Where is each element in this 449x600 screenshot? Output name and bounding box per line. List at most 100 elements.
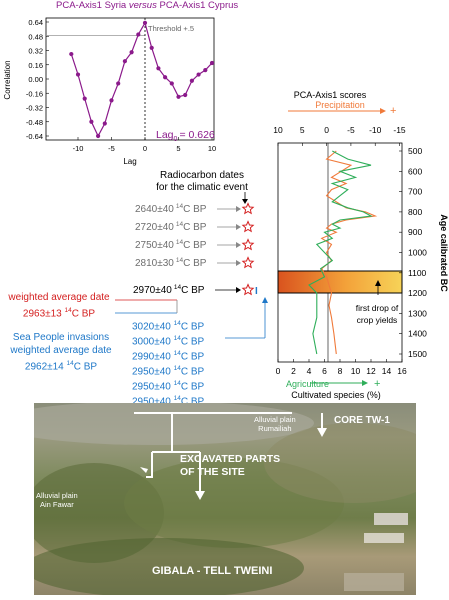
correlation-point [203, 67, 208, 73]
x-tick-label: 0 [143, 144, 147, 153]
main-date: 2970±40 14C BP [133, 284, 205, 296]
star-icon [241, 220, 255, 233]
photo-label-site: GIBALA - TELL TWEINI [152, 565, 273, 577]
climatic-date: 2640±40 14C BP [135, 203, 207, 215]
correlation-point [116, 81, 121, 86]
correlation-point [82, 96, 87, 101]
right-tick-label: 1200 [408, 288, 427, 298]
right-tick-label: 1300 [408, 308, 427, 318]
agri-label: Agriculture [286, 379, 329, 389]
top-tick-label: -5 [347, 125, 355, 135]
correlation-point [176, 94, 181, 99]
y-tick-label: -0.64 [26, 132, 43, 141]
y-tick-labels: 0.64 0.48 0.32 0.16 0.00 -0.16 -0.32 -0.48 -0.64 [26, 18, 49, 141]
right-tick-label: 600 [408, 166, 422, 176]
photo-label-rumailiah: Alluvial plain Rumailiah [254, 415, 296, 433]
sea-people-date: 2950±40 14C BP [132, 394, 205, 407]
annotation-line2: crop yields [357, 315, 398, 325]
y-tick-label: -0.48 [26, 118, 43, 127]
lag-value-label: Lag0 = 0.626 [156, 129, 215, 143]
climatic-dates: 2640±40 14C BP 2720±40 14C BP 2750±40 14C BP 2… [135, 202, 255, 269]
top-tick-label: -10 [369, 125, 382, 135]
correlation-point [102, 121, 107, 126]
right-tick-label: 1500 [408, 349, 427, 359]
core-pointer-icon [317, 428, 327, 437]
precipitation-series-line [320, 150, 378, 355]
star-icon [241, 283, 255, 296]
bottom-tick-label: 16 [397, 366, 407, 376]
x-tick-label: -5 [108, 144, 115, 153]
right-tick-label: 1100 [408, 268, 427, 278]
bottom-tick-label: 12 [366, 366, 376, 376]
y-tick-label: 0.16 [28, 61, 43, 70]
top-tick-label: 5 [300, 125, 305, 135]
correlation-frame [45, 17, 215, 141]
weighted-average-red: weighted average date 2963±13 14C BP [8, 292, 110, 320]
top-tick-label: -15 [393, 125, 406, 135]
right-tick-label: 1400 [408, 329, 427, 339]
cultivated-label: Cultivated species (%) [291, 390, 381, 400]
right-tick-label: 700 [408, 187, 422, 197]
correlation-point [75, 72, 81, 77]
correlation-point [69, 51, 74, 57]
bottom-tick-label: 4 [307, 366, 312, 376]
sea-people-date: 2950±40 14C BP [132, 364, 205, 378]
y-tick-label: -0.32 [26, 104, 43, 113]
right-tick-label: 500 [408, 146, 422, 156]
bottom-tick-label: 2 [291, 366, 296, 376]
correlation-point [122, 59, 127, 64]
correlation-point [136, 32, 141, 37]
bottom-tick-label: 6 [322, 366, 327, 376]
sea-people-date: 3020±40 14C BP [132, 320, 205, 333]
correlation-point [183, 92, 188, 98]
climatic-date: 2750±40 14C BP [135, 239, 207, 251]
crop-drop-band [277, 270, 403, 294]
correlation-title: PCA-Axis1 Syria versus PCA-Axis1 Cyprus [56, 0, 239, 11]
pca-title: PCA-Axis1 scores [294, 90, 367, 100]
pointer-down-icon [195, 491, 205, 500]
sea-people-date: 2950±40 14C BP [132, 379, 205, 393]
correlation-point [163, 75, 168, 80]
agri-sign: + [374, 378, 380, 390]
correlation-point [149, 45, 154, 50]
correlation-point [129, 50, 134, 55]
top-tick-label: 10 [273, 125, 283, 135]
bottom-tick-label: 0 [276, 366, 281, 376]
star-icon [241, 202, 255, 215]
pca-frame [277, 142, 403, 363]
agri-arrow-icon [362, 380, 368, 386]
y-tick-label: 0.64 [28, 18, 43, 27]
correlation-point [189, 78, 194, 83]
right-tick-labels: 500 600 700 800 900 1000 1100 1200 1300 1400 1500 [399, 146, 427, 359]
pointer-left-icon [140, 467, 148, 473]
bottom-tick-labels: 0 2 4 6 8 10 12 14 16 [276, 359, 407, 376]
bottom-tick-label: 8 [338, 366, 343, 376]
right-tick-label: 1000 [408, 248, 427, 258]
precip-arrow-icon [380, 108, 386, 114]
climatic-date: 2810±30 14C BP [135, 257, 207, 269]
sea-people-date: 2990±40 14C BP [132, 349, 205, 363]
correlation-ylabel: Correlation [3, 60, 12, 99]
correlation-point [169, 81, 174, 86]
photo-label-excavated: EXCAVATED PARTS OF THE SITE [180, 453, 281, 478]
top-tick-label: 0 [324, 125, 329, 135]
dates-diagram: 2640±40 14C BP 2720±40 14C BP 2750±40 14C BP 2… [115, 192, 268, 339]
correlation-point [96, 133, 101, 139]
error-bar-icon: I [255, 286, 258, 297]
star-icon [241, 238, 255, 251]
correlation-point [109, 98, 114, 103]
bottom-tick-label: 14 [382, 366, 392, 376]
correlation-point [156, 66, 161, 71]
precip-sign: + [390, 105, 396, 117]
climatic-date: 2720±40 14C BP [135, 221, 207, 233]
x-tick-labels: -10 -5 0 5 10 [73, 137, 216, 153]
pca-chart: PCA-Axis1 scores Precipitation + 10 5 0 -5 -… [273, 90, 449, 400]
threshold-label: Threshold +.5 [148, 24, 194, 33]
photo-label-ain-fawar: Alluvial plain Ain Fawar [36, 491, 78, 509]
dates-header: Radiocarbon dates for the climatic event [156, 170, 248, 193]
y-tick-label: 0.32 [28, 47, 43, 56]
correlation-xlabel: Lag [123, 157, 136, 166]
correlation-point [142, 20, 148, 25]
y-tick-label: -0.16 [26, 89, 43, 98]
precip-label: Precipitation [315, 100, 365, 110]
